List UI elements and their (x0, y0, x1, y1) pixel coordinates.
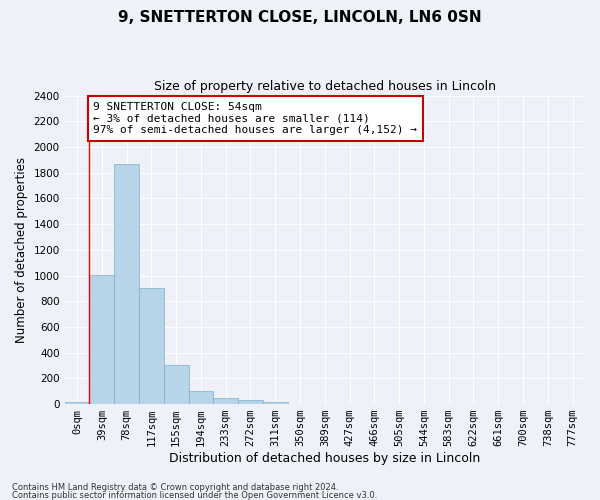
Bar (214, 398, 238, 404)
Bar (263, 402, 287, 404)
Y-axis label: Number of detached properties: Number of detached properties (15, 157, 28, 343)
Bar (188, 390, 214, 404)
X-axis label: Distribution of detached houses by size in Lincoln: Distribution of detached houses by size … (169, 452, 481, 465)
Bar (238, 400, 263, 404)
Text: Contains HM Land Registry data © Crown copyright and database right 2024.: Contains HM Land Registry data © Crown c… (12, 484, 338, 492)
Bar (114, 164, 139, 404)
Text: 9, SNETTERTON CLOSE, LINCOLN, LN6 0SN: 9, SNETTERTON CLOSE, LINCOLN, LN6 0SN (118, 10, 482, 25)
Bar (164, 365, 188, 404)
Text: 9 SNETTERTON CLOSE: 54sqm
← 3% of detached houses are smaller (114)
97% of semi-: 9 SNETTERTON CLOSE: 54sqm ← 3% of detach… (93, 102, 417, 135)
Title: Size of property relative to detached houses in Lincoln: Size of property relative to detached ho… (154, 80, 496, 93)
Bar (139, 288, 164, 404)
Bar (65, 402, 89, 404)
Text: Contains public sector information licensed under the Open Government Licence v3: Contains public sector information licen… (12, 490, 377, 500)
Bar (89, 275, 114, 404)
